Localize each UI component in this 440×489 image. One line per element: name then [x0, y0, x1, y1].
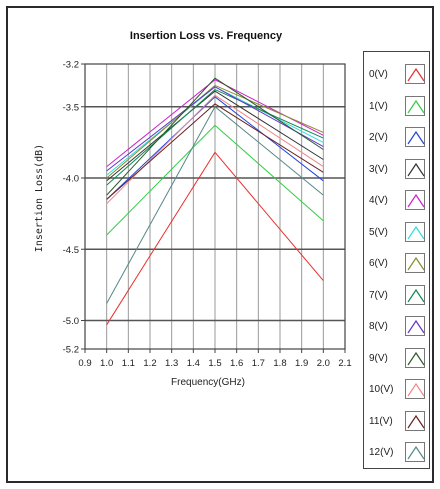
legend-item: 1(V): [364, 92, 431, 122]
legend-swatch: [405, 347, 425, 368]
legend-item: 10(V): [364, 375, 431, 405]
x-tick-label: 1.9: [295, 358, 308, 369]
legend-label: 10(V): [369, 384, 394, 395]
series-line-3: [106, 90, 324, 182]
legend: 0(V) 1(V) 2(V) 3(V) 4(V) 5(V) 6(V) 7(V) 8(V) 9(V)…: [363, 51, 430, 469]
series-line-6: [106, 84, 324, 179]
legend-item: 11(V): [364, 407, 431, 437]
x-tick-label: 1.0: [100, 358, 113, 369]
legend-swatch: [405, 64, 425, 84]
legend-swatch: [405, 316, 425, 336]
legend-item: 7(V): [364, 281, 431, 311]
series-line-7: [106, 89, 324, 186]
legend-label: 11(V): [369, 415, 393, 427]
legend-swatch: [405, 442, 425, 462]
x-tick-label: 0.9: [78, 358, 91, 369]
legend-item: 12(V): [364, 438, 431, 468]
y-axis-label: Insertion Loss(dB): [34, 144, 45, 252]
legend-swatch: [405, 253, 425, 273]
legend-label: 4(V): [369, 195, 388, 206]
x-axis-label: Frequency(GHz): [171, 377, 245, 388]
legend-item: 8(V): [364, 312, 431, 342]
chart-frame: Insertion Loss vs. Frequency 0.9 1.0 1.1 1.…: [6, 6, 434, 483]
series-line-8: [106, 86, 324, 172]
legend-swatch: [405, 127, 425, 147]
y-tick-label: -4.0: [63, 174, 79, 185]
legend-label: 6(V): [369, 258, 388, 269]
x-tick-label: 1.6: [230, 358, 243, 369]
legend-label: 1(V): [369, 100, 388, 112]
x-tick-label: 1.8: [273, 358, 286, 369]
legend-label: 5(V): [369, 226, 388, 238]
legend-swatch: [405, 379, 425, 399]
x-tick-label: 1.4: [187, 358, 200, 369]
legend-item: 2(V): [364, 123, 431, 153]
legend-label: 3(V): [369, 163, 388, 175]
x-tick-label: 2.1: [338, 358, 351, 369]
series-line-0: [106, 151, 324, 326]
chart-title: Insertion Loss vs. Frequency: [130, 30, 283, 42]
x-tick-label: 2.0: [317, 358, 330, 369]
legend-swatch: [405, 221, 425, 242]
legend-swatch: [405, 95, 425, 116]
legend-label: 2(V): [369, 132, 388, 143]
series-lines: [106, 77, 324, 326]
y-tick-label: -5.2: [63, 345, 79, 356]
legend-swatch: [405, 158, 425, 179]
plot-border: [84, 63, 346, 350]
series-line-12: [106, 105, 324, 304]
x-tick-label: 1.3: [165, 358, 178, 369]
legend-item: 9(V): [364, 344, 431, 374]
axes: 0.9 1.0 1.1 1.2 1.3 1.4 1.5 1.6 1.7 1.8 1.9 2.0 2.1 -…: [63, 60, 352, 370]
legend-label: 7(V): [369, 289, 388, 301]
line-chart: Insertion Loss vs. Frequency 0.9 1.0 1.1 1.…: [34, 30, 352, 388]
legend-swatch: [405, 284, 425, 305]
y-tick-label: -3.2: [63, 60, 79, 71]
series-line-1: [106, 124, 324, 236]
legend-item: 0(V): [364, 60, 431, 90]
legend-item: 3(V): [364, 155, 431, 185]
legend-label: 8(V): [369, 321, 388, 332]
series-line-9: [106, 77, 324, 196]
legend-label: 12(V): [369, 447, 394, 458]
legend-item: 4(V): [364, 186, 431, 216]
legend-swatch: [405, 410, 425, 431]
y-tick-label: -5.0: [63, 316, 79, 327]
legend-swatch: [405, 190, 425, 210]
x-tick-label: 1.2: [143, 358, 156, 369]
legend-label: 9(V): [369, 352, 388, 364]
x-tick-label: 1.1: [122, 358, 135, 369]
series-line-11: [106, 103, 324, 200]
legend-label: 0(V): [369, 69, 388, 80]
y-tick-label: -3.5: [63, 102, 79, 113]
series-line-2: [106, 96, 324, 200]
grid: [85, 64, 345, 349]
legend-item: 5(V): [364, 218, 431, 248]
x-tick-label: 1.7: [252, 358, 265, 369]
x-tick-label: 1.5: [208, 358, 221, 369]
legend-item: 6(V): [364, 249, 431, 279]
y-tick-label: -4.5: [63, 245, 79, 256]
